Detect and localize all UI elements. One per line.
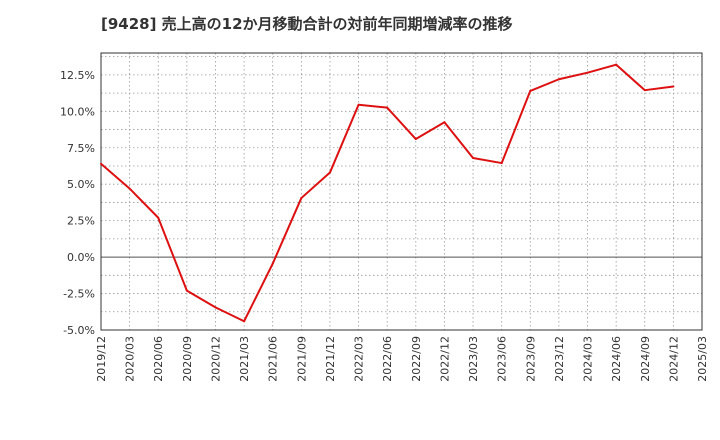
y-tick-label: 5.0% bbox=[67, 178, 95, 191]
series-layer bbox=[100, 63, 675, 323]
data-point bbox=[472, 156, 475, 159]
y-tick-label: 2.5% bbox=[67, 215, 95, 228]
data-point bbox=[529, 89, 532, 92]
x-tick-label: 2023/06 bbox=[496, 336, 509, 382]
data-point bbox=[500, 162, 503, 165]
axes bbox=[100, 52, 703, 331]
tick-labels: -5.0% -2.5% 0.0% 2.5% 5.0% 7.5% 10.0% 12.5% 2019… bbox=[60, 69, 709, 382]
data-point bbox=[100, 162, 102, 165]
data-point bbox=[414, 138, 417, 141]
x-tick-label: 2021/09 bbox=[295, 336, 308, 382]
grid-lines bbox=[100, 53, 703, 331]
x-tick-label: 2021/03 bbox=[238, 336, 251, 382]
x-tick-label: 2020/12 bbox=[209, 336, 222, 382]
y-tick-label: 12.5% bbox=[60, 69, 95, 82]
data-point bbox=[328, 171, 331, 174]
y-tick-label: -5.0% bbox=[63, 324, 95, 337]
x-tick-label: 2025/03 bbox=[696, 336, 709, 382]
data-point bbox=[586, 71, 589, 74]
x-tick-label: 2021/12 bbox=[324, 336, 337, 382]
x-tick-label: 2019/12 bbox=[95, 336, 108, 382]
chart-title: [9428] 売上高の12か月移動合計の対前年同期増減率の推移 bbox=[101, 15, 513, 33]
data-point bbox=[185, 289, 188, 292]
x-tick-label: 2020/06 bbox=[152, 336, 165, 382]
data-point bbox=[157, 216, 160, 219]
x-tick-label: 2024/12 bbox=[667, 336, 680, 382]
x-tick-label: 2022/09 bbox=[410, 336, 423, 382]
x-tick-label: 2022/06 bbox=[381, 336, 394, 382]
data-point bbox=[243, 320, 246, 323]
data-point bbox=[672, 85, 675, 88]
y-tick-label: 0.0% bbox=[67, 251, 95, 264]
x-tick-label: 2023/03 bbox=[467, 336, 480, 382]
data-point bbox=[643, 89, 646, 92]
data-point bbox=[300, 197, 303, 200]
data-point bbox=[557, 78, 560, 81]
data-point bbox=[357, 103, 360, 106]
x-tick-label: 2021/06 bbox=[267, 336, 280, 382]
x-tick-label: 2024/06 bbox=[610, 336, 623, 382]
x-tick-label: 2020/09 bbox=[181, 336, 194, 382]
x-tick-label: 2024/09 bbox=[639, 336, 652, 382]
y-tick-label: 10.0% bbox=[60, 105, 95, 118]
data-point bbox=[443, 121, 446, 124]
x-tick-label: 2022/12 bbox=[438, 336, 451, 382]
data-point bbox=[128, 187, 131, 190]
plot-frame bbox=[100, 52, 703, 331]
data-point bbox=[386, 106, 389, 109]
y-tick-label: -2.5% bbox=[63, 288, 95, 301]
x-tick-label: 2023/09 bbox=[524, 336, 537, 382]
data-point bbox=[271, 262, 274, 265]
data-point bbox=[214, 306, 217, 309]
x-tick-label: 2020/03 bbox=[124, 336, 137, 382]
plot-area bbox=[101, 53, 702, 330]
x-tick-label: 2023/12 bbox=[553, 336, 566, 382]
x-tick-label: 2022/03 bbox=[353, 336, 366, 382]
y-tick-label: 7.5% bbox=[67, 142, 95, 155]
data-point bbox=[615, 63, 618, 66]
x-tick-label: 2024/03 bbox=[582, 336, 595, 382]
